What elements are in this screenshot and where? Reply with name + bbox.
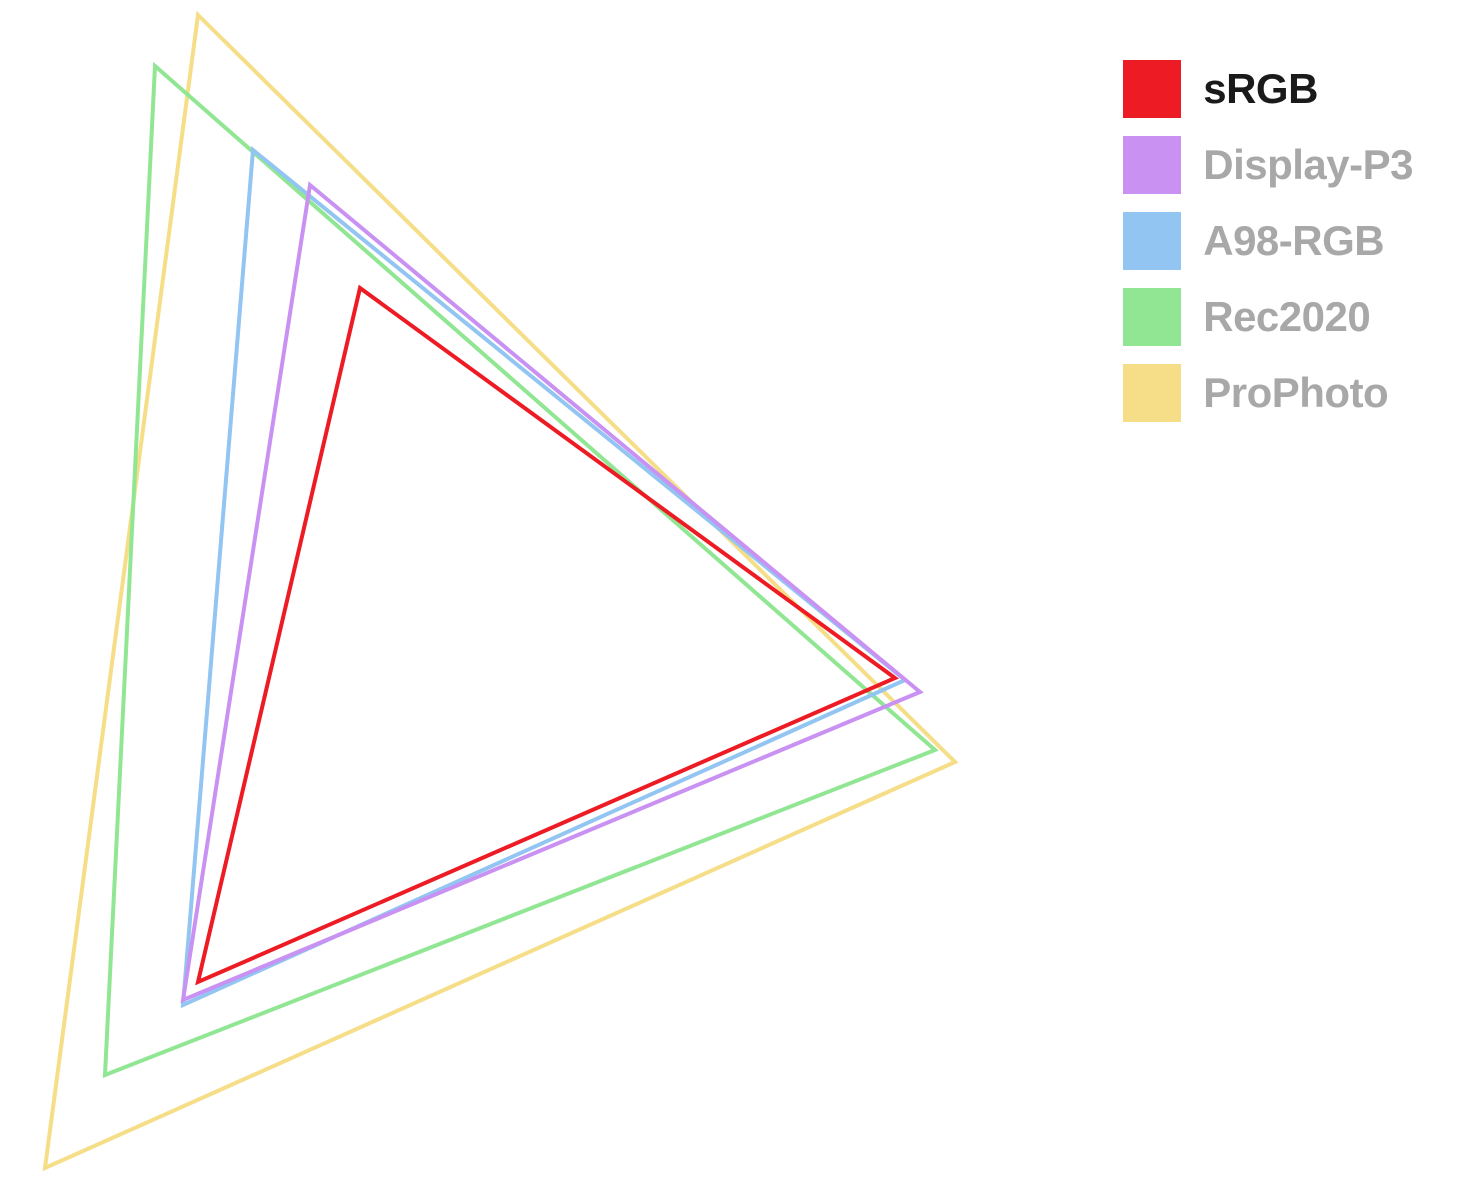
legend-item-a98rgb: A98-RGB [1123,212,1413,270]
gamut-triangle-displayp3 [183,185,920,1000]
gamut-triangle-rec2020 [105,66,935,1075]
legend-item-srgb: sRGB [1123,60,1413,118]
color-space-legend: sRGB Display-P3 A98-RGB Rec2020 ProPhoto [1123,60,1413,422]
legend-item-rec2020: Rec2020 [1123,288,1413,346]
gamut-triangle-srgb [198,288,895,982]
legend-item-prophoto: ProPhoto [1123,364,1413,422]
legend-item-displayp3: Display-P3 [1123,136,1413,194]
legend-label-rec2020: Rec2020 [1203,293,1370,341]
legend-swatch-prophoto [1123,364,1181,422]
legend-label-prophoto: ProPhoto [1203,369,1388,417]
legend-swatch-a98rgb [1123,212,1181,270]
legend-label-srgb: sRGB [1203,65,1318,113]
gamut-triangle-prophoto [45,15,955,1168]
gamut-diagram-container: sRGB Display-P3 A98-RGB Rec2020 ProPhoto [0,0,1473,1194]
legend-swatch-rec2020 [1123,288,1181,346]
legend-label-a98rgb: A98-RGB [1203,217,1384,265]
legend-swatch-displayp3 [1123,136,1181,194]
legend-swatch-srgb [1123,60,1181,118]
legend-label-displayp3: Display-P3 [1203,141,1413,189]
